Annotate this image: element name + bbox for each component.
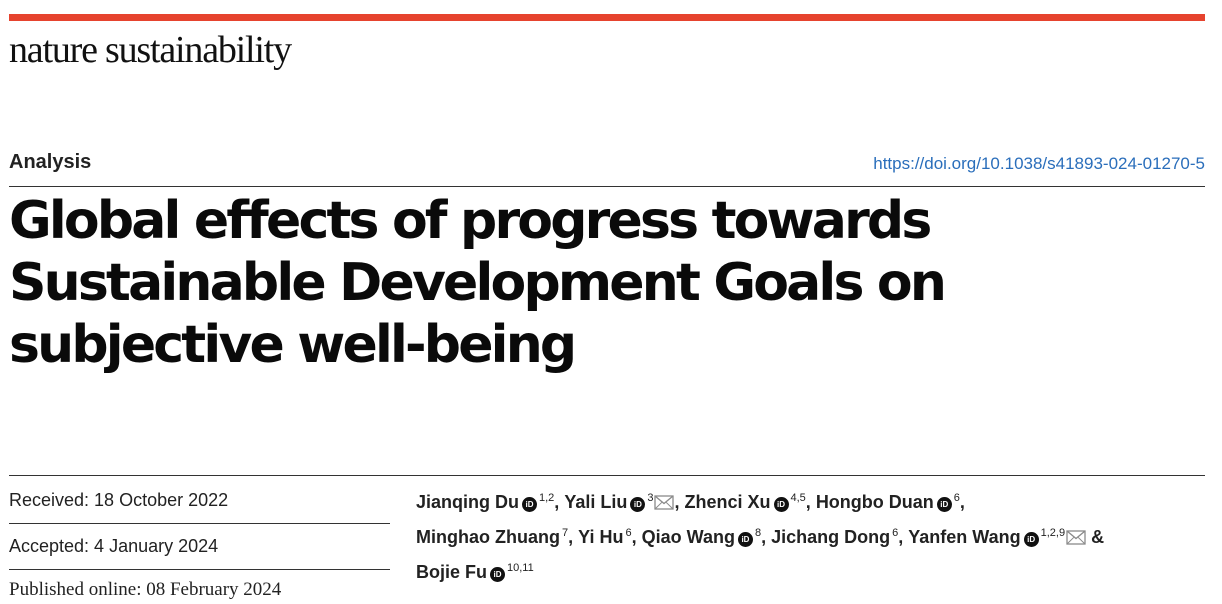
orcid-icon[interactable]: iD (1023, 532, 1039, 547)
author-name[interactable]: Hongbo Duan (815, 492, 934, 512)
author-affiliation[interactable]: 6 (625, 527, 632, 539)
author[interactable]: Bojie Fu iD10,11 (416, 562, 534, 582)
journal-name[interactable]: nature sustainability (9, 29, 292, 71)
author-separator: , (898, 527, 909, 547)
author-list: Jianqing Du iD1,2, Yali Liu iD3, Zhenci Xu… (416, 484, 1206, 587)
author-separator: , (568, 527, 579, 547)
author-affiliation[interactable]: 6 (953, 492, 960, 504)
author-affiliation[interactable]: 4,5 (790, 492, 806, 504)
author-separator: , (761, 527, 772, 547)
title-line: subjective well-being (9, 315, 577, 375)
author[interactable]: Jianqing Du iD1,2, (416, 492, 564, 512)
author-name[interactable]: Jichang Dong (771, 527, 891, 547)
author-name[interactable]: Bojie Fu (416, 562, 487, 582)
author-name[interactable]: Yi Hu (578, 527, 624, 547)
date-divider (9, 569, 390, 570)
author-name[interactable]: Zhenci Xu (684, 492, 771, 512)
author-separator: , (554, 492, 565, 512)
author-separator: , (674, 492, 685, 512)
author-separator: & (1086, 527, 1105, 547)
author-name[interactable]: Qiao Wang (641, 527, 735, 547)
author-affiliation[interactable]: 10,11 (507, 562, 534, 574)
journal-accent-bar (9, 14, 1205, 21)
article-type: Analysis (9, 151, 92, 173)
author-name[interactable]: Yanfen Wang (908, 527, 1021, 547)
author-separator: , (959, 492, 965, 512)
author-affiliation[interactable]: 1,2,9 (1040, 527, 1066, 539)
doi-link[interactable]: https://doi.org/10.1038/s41893-024-01270… (873, 154, 1205, 173)
author-affiliation[interactable]: 1,2 (539, 492, 555, 504)
meta-divider (9, 475, 1205, 476)
orcid-icon[interactable]: iD (630, 497, 646, 512)
accepted-date: Accepted: 4 January 2024 (9, 536, 219, 556)
envelope-icon[interactable] (1066, 525, 1086, 554)
orcid-icon[interactable]: iD (773, 497, 789, 512)
author-affiliation[interactable]: 8 (754, 527, 762, 539)
title-line: Global effects of progress towards (9, 191, 932, 251)
date-divider (9, 523, 390, 524)
received-date: Received: 18 October 2022 (9, 490, 229, 510)
article-type-row: Analysis https://doi.org/10.1038/s41893-… (9, 150, 1205, 186)
article-title: Global effects of progress towards Susta… (9, 190, 1205, 376)
author[interactable]: Hongbo Duan iD6, (816, 492, 965, 512)
header-divider (9, 186, 1205, 187)
title-line: Sustainable Development Goals on (9, 253, 947, 313)
envelope-icon[interactable] (654, 490, 675, 519)
author[interactable]: Qiao Wang iD8, (642, 527, 771, 547)
author[interactable]: Jichang Dong 6, (771, 527, 908, 547)
author[interactable]: Yanfen Wang iD1,2,9 & (908, 527, 1104, 547)
author-separator: , (805, 492, 816, 512)
author-name[interactable]: Minghao Zhuang (416, 527, 560, 547)
orcid-icon[interactable]: iD (936, 497, 952, 512)
author-affiliation[interactable]: 6 (892, 527, 899, 539)
author[interactable]: Minghao Zhuang 7, (416, 527, 578, 547)
author-affiliation[interactable]: 7 (561, 527, 569, 539)
author-separator: , (631, 527, 642, 547)
author-name[interactable]: Jianqing Du (416, 492, 519, 512)
published-date: Published online: 08 February 2024 (9, 579, 282, 600)
author[interactable]: Zhenci Xu iD4,5, (684, 492, 815, 512)
author-affiliation[interactable]: 3 (647, 492, 654, 504)
orcid-icon[interactable]: iD (490, 567, 505, 582)
author[interactable]: Yi Hu 6, (578, 527, 641, 547)
author-name[interactable]: Yali Liu (564, 492, 628, 512)
author[interactable]: Yali Liu iD3, (564, 492, 684, 512)
orcid-icon[interactable]: iD (522, 497, 537, 512)
orcid-icon[interactable]: iD (737, 532, 753, 547)
